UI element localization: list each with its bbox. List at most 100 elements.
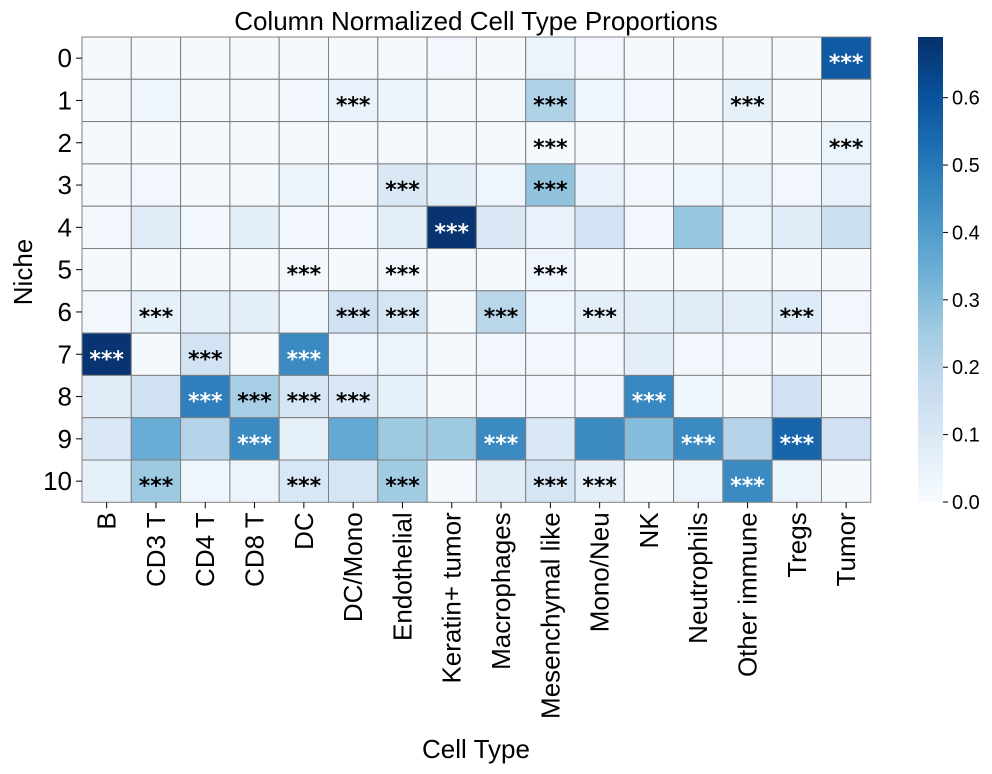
heatmap-cell <box>328 290 379 334</box>
heatmap-cell <box>722 290 773 334</box>
y-tick-labels: 0 1 2 3 4 5 6 7 8 9 10 <box>43 43 82 496</box>
significance-marker: *** <box>336 390 371 415</box>
heatmap-cell <box>574 290 625 334</box>
heatmap-cell <box>377 163 428 207</box>
heatmap-cell <box>821 417 872 461</box>
heatmap-cell <box>328 121 379 165</box>
heatmap-cell <box>130 248 182 292</box>
heatmap-cell <box>475 374 527 419</box>
heatmap-cell <box>278 163 330 207</box>
heatmap-cell <box>426 36 477 80</box>
heatmap-cell <box>525 205 576 249</box>
heatmap-cell <box>623 459 675 503</box>
heatmap-cell <box>426 205 477 249</box>
x-tick-label: Macrophages <box>486 512 516 670</box>
heatmap-cell <box>574 78 625 123</box>
heatmap-cell <box>426 290 477 334</box>
heatmap-cell <box>673 417 724 461</box>
heatmap-cell <box>180 163 231 207</box>
heatmap-cell <box>673 332 724 376</box>
x-tick-label: Mono/Neu <box>585 512 615 632</box>
significance-marker: *** <box>582 305 617 330</box>
heatmap-cell <box>475 459 527 503</box>
heatmap-cell <box>426 121 477 165</box>
heatmap-cell <box>525 36 576 80</box>
heatmap-cell <box>475 121 527 165</box>
x-tick-label: NK <box>634 512 664 549</box>
heatmap-cell <box>525 417 576 461</box>
significance-marker: *** <box>632 390 667 415</box>
x-tick-label: CD4 T <box>190 512 220 587</box>
heatmap-cell <box>771 248 823 292</box>
heatmap-cell <box>180 205 231 249</box>
x-tick-label: Endothelial <box>387 512 417 641</box>
heatmap-cell <box>722 417 773 461</box>
colorbar-tick-label: 0.0 <box>952 492 980 514</box>
heatmap-cell <box>130 459 182 503</box>
heatmap-cell <box>771 459 823 503</box>
heatmap-cell <box>81 290 132 334</box>
heatmap-cell <box>229 36 280 80</box>
significance-marker: *** <box>533 474 568 499</box>
colorbar-tick-label: 0.2 <box>952 357 980 379</box>
x-tick-label: Tumor <box>831 512 861 586</box>
x-tick-label: B <box>92 512 122 529</box>
heatmap-cell <box>130 163 182 207</box>
heatmap-cell <box>229 332 280 376</box>
heatmap-cell <box>180 36 231 80</box>
x-tick-label: Mesenchymal like <box>535 512 565 719</box>
heatmap-cell <box>328 163 379 207</box>
heatmap-cell <box>623 417 675 461</box>
heatmap-cell <box>81 417 132 461</box>
heatmap-cell <box>278 121 330 165</box>
significance-marker: *** <box>533 136 568 161</box>
heatmap-cell <box>81 248 132 292</box>
heatmap-cell <box>328 374 379 419</box>
heatmap-cell <box>722 36 773 80</box>
significance-marker: *** <box>188 390 223 415</box>
heatmap-cell <box>673 459 724 503</box>
heatmap-cell <box>475 332 527 376</box>
significance-marker: *** <box>385 178 420 203</box>
heatmap-cell <box>525 290 576 334</box>
heatmap-cell <box>130 332 182 376</box>
heatmap-cell <box>229 78 280 123</box>
significance-marker: *** <box>385 305 420 330</box>
heatmap-cell <box>229 163 280 207</box>
significance-marker: *** <box>484 432 519 457</box>
heatmap-cell <box>130 121 182 165</box>
heatmap-cell <box>180 78 231 123</box>
heatmap-cell <box>377 374 428 419</box>
significance-marker: *** <box>533 178 568 203</box>
colorbar-tick-label: 0.5 <box>952 155 980 177</box>
heatmap-cell <box>525 332 576 376</box>
y-tick-label: 7 <box>58 339 72 369</box>
y-tick-label: 9 <box>58 424 72 454</box>
significance-marker: *** <box>829 51 864 76</box>
heatmap-cell <box>278 290 330 334</box>
colorbar-tick-label: 0.6 <box>952 88 980 110</box>
significance-marker: *** <box>188 347 223 372</box>
heatmap-cell <box>623 332 675 376</box>
heatmap-cell <box>81 121 132 165</box>
heatmap-cell <box>81 205 132 249</box>
heatmap-cell <box>821 248 872 292</box>
significance-marker: *** <box>336 93 371 118</box>
heatmap-cell <box>426 374 477 419</box>
heatmap-cell <box>574 163 625 207</box>
heatmap-cell <box>722 121 773 165</box>
heatmap-cell <box>821 78 872 123</box>
y-tick-label: 10 <box>43 466 72 496</box>
heatmap-cell <box>475 205 527 249</box>
y-tick-label: 5 <box>58 255 72 285</box>
heatmap-cell <box>328 417 379 461</box>
heatmap-cell <box>81 374 132 419</box>
heatmap-cell <box>229 459 280 503</box>
significance-marker: *** <box>287 474 322 499</box>
heatmap-cell <box>328 248 379 292</box>
heatmap-cell <box>229 205 280 249</box>
heatmap-cell <box>525 121 576 165</box>
significance-marker: *** <box>730 474 765 499</box>
x-axis-label: Cell Type <box>422 734 530 764</box>
x-tick-label: CD8 T <box>240 512 270 587</box>
